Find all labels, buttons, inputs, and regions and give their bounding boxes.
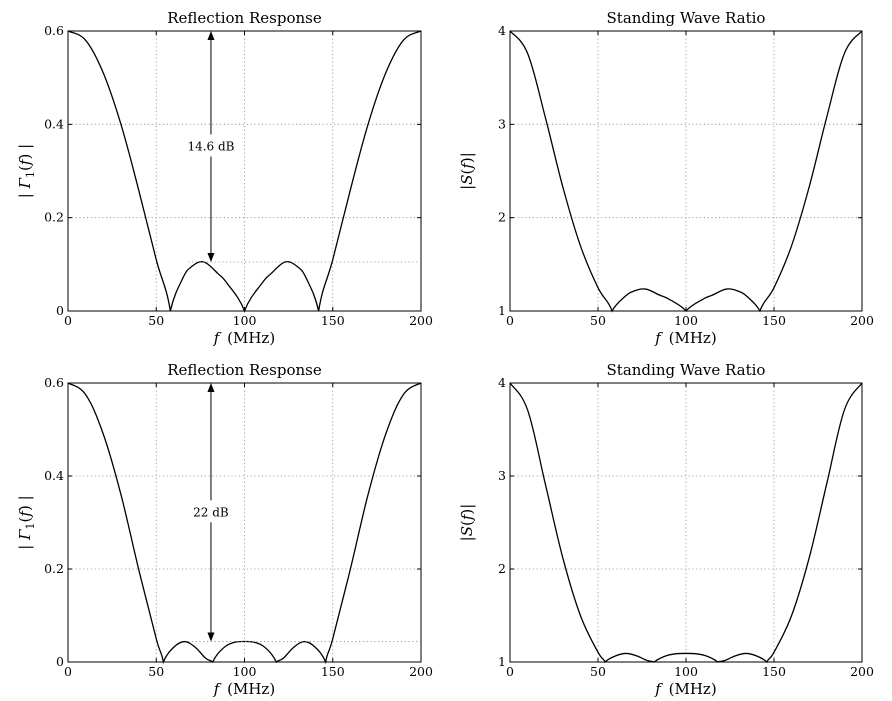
x-tick-label: 0 [506, 313, 514, 328]
y-axis-label: | Γ1(f) | [16, 144, 37, 198]
plot-frame [67, 382, 422, 663]
panel-standing-wave-ratio-bottom: 0 50 100 150 200 1 2 3 4 Standing Wave Ratio f (MH… [458, 361, 874, 698]
x-tick-label: 200 [850, 664, 874, 679]
x-axis-label: f (MHz) [654, 680, 716, 698]
x-tick-label: 150 [321, 313, 345, 328]
y-label-subscript: 1 [24, 522, 37, 529]
y-label-gamma: Γ [16, 529, 34, 541]
x-tick-label: 100 [674, 313, 698, 328]
y-axis-label: |S(f)| [458, 504, 476, 542]
x-tick-label: 100 [233, 313, 257, 328]
x-tick-label: 100 [233, 664, 257, 679]
y-label-close: )| [458, 504, 476, 515]
plot-frame [509, 382, 863, 663]
y-label-close: ) | [16, 495, 34, 511]
y-tick-label: 1 [498, 654, 506, 669]
x-tick-label: 150 [321, 664, 345, 679]
y-tick-label: 1 [498, 303, 506, 318]
x-tick-label: 50 [148, 313, 164, 328]
annotation-label: 14.6 dB [187, 140, 234, 154]
y-label-close: )| [458, 152, 476, 163]
x-tick-label: 50 [590, 313, 606, 328]
x-axis-label: f (MHz) [213, 329, 275, 347]
y-tick-label: 0.4 [44, 116, 64, 131]
x-tick-label: 200 [850, 313, 874, 328]
x-axis-label-unit: (MHz) [664, 329, 717, 347]
chart-title: Standing Wave Ratio [607, 361, 766, 379]
x-axis-label-variable: f [654, 680, 663, 698]
y-label-close: ) | [16, 144, 34, 160]
series-line [509, 382, 863, 664]
x-tick-label: 100 [674, 664, 698, 679]
y-tick-label: 4 [498, 375, 506, 390]
x-tick-label: 200 [409, 313, 433, 328]
x-axis-label-unit: (MHz) [222, 329, 275, 347]
y-label-s: S [458, 526, 476, 536]
panel-reflection-response-bottom: 0 50 100 150 200 0 0.2 0.4 0.6 Reflection Respons… [16, 361, 433, 698]
y-tick-label: 0 [56, 303, 64, 318]
y-tick-label: 0.6 [44, 375, 64, 390]
x-axis-label: f (MHz) [213, 680, 275, 698]
y-tick-label: 3 [498, 468, 506, 483]
x-tick-label: 150 [762, 313, 786, 328]
y-label-paren: ( [458, 520, 476, 526]
y-tick-label: 2 [498, 561, 506, 576]
y-label-subscript: 1 [24, 171, 37, 178]
plot-frame [509, 30, 863, 312]
x-axis-label-unit: (MHz) [664, 680, 717, 698]
y-tick-label: 0.2 [44, 561, 64, 576]
x-tick-label: 0 [506, 664, 514, 679]
chart-title: Reflection Response [167, 9, 322, 27]
y-tick-label: 0.4 [44, 468, 64, 483]
y-tick-label: 3 [498, 116, 506, 131]
annotation-arrowhead-up [207, 383, 215, 392]
y-tick-label: 0.6 [44, 23, 64, 38]
chart-title: Standing Wave Ratio [607, 9, 766, 27]
y-label-bar: | [16, 540, 34, 550]
x-tick-label: 50 [590, 664, 606, 679]
panel-standing-wave-ratio-top: 0 50 100 150 200 1 2 3 4 Standing Wave Ratio f (MH… [458, 9, 874, 347]
y-label-bar: | [16, 188, 34, 198]
annotation-label: 22 dB [193, 505, 229, 519]
annotation-arrowhead-up [207, 31, 215, 40]
chart-title: Reflection Response [167, 361, 322, 379]
y-label-paren: ( [16, 517, 34, 523]
y-label-f: f [16, 157, 34, 166]
x-axis-label-variable: f [213, 680, 222, 698]
x-axis-label-variable: f [213, 329, 222, 347]
series-line [67, 382, 422, 665]
plot-frame [67, 30, 422, 312]
y-label-bar: | [458, 536, 476, 541]
y-tick-label: 0 [56, 654, 64, 669]
y-tick-label: 0.2 [44, 210, 64, 225]
x-tick-label: 150 [762, 664, 786, 679]
x-axis-label: f (MHz) [654, 329, 716, 347]
annotation-arrowhead-down [207, 253, 215, 262]
y-label-f: f [16, 509, 34, 518]
y-tick-label: 2 [498, 210, 506, 225]
y-label-bar: | [458, 185, 476, 190]
y-tick-label: 4 [498, 23, 506, 38]
y-axis-label: | Γ1(f) | [16, 495, 37, 549]
panel-reflection-response-top: 0 50 100 150 200 0 0.2 0.4 0.6 Reflection Respons… [16, 9, 433, 347]
x-tick-label: 0 [64, 313, 72, 328]
x-tick-label: 50 [148, 664, 164, 679]
y-label-paren: ( [16, 165, 34, 171]
y-label-f: f [458, 161, 476, 170]
x-tick-label: 0 [64, 664, 72, 679]
x-tick-label: 200 [409, 664, 433, 679]
y-label-paren: ( [458, 169, 476, 175]
y-label-s: S [458, 174, 476, 184]
y-label-gamma: Γ [16, 177, 34, 189]
x-axis-label-unit: (MHz) [222, 680, 275, 698]
annotation-arrowhead-down [207, 632, 215, 642]
x-axis-label-variable: f [654, 329, 663, 347]
y-label-f: f [458, 512, 476, 521]
y-axis-label: |S(f)| [458, 152, 476, 190]
